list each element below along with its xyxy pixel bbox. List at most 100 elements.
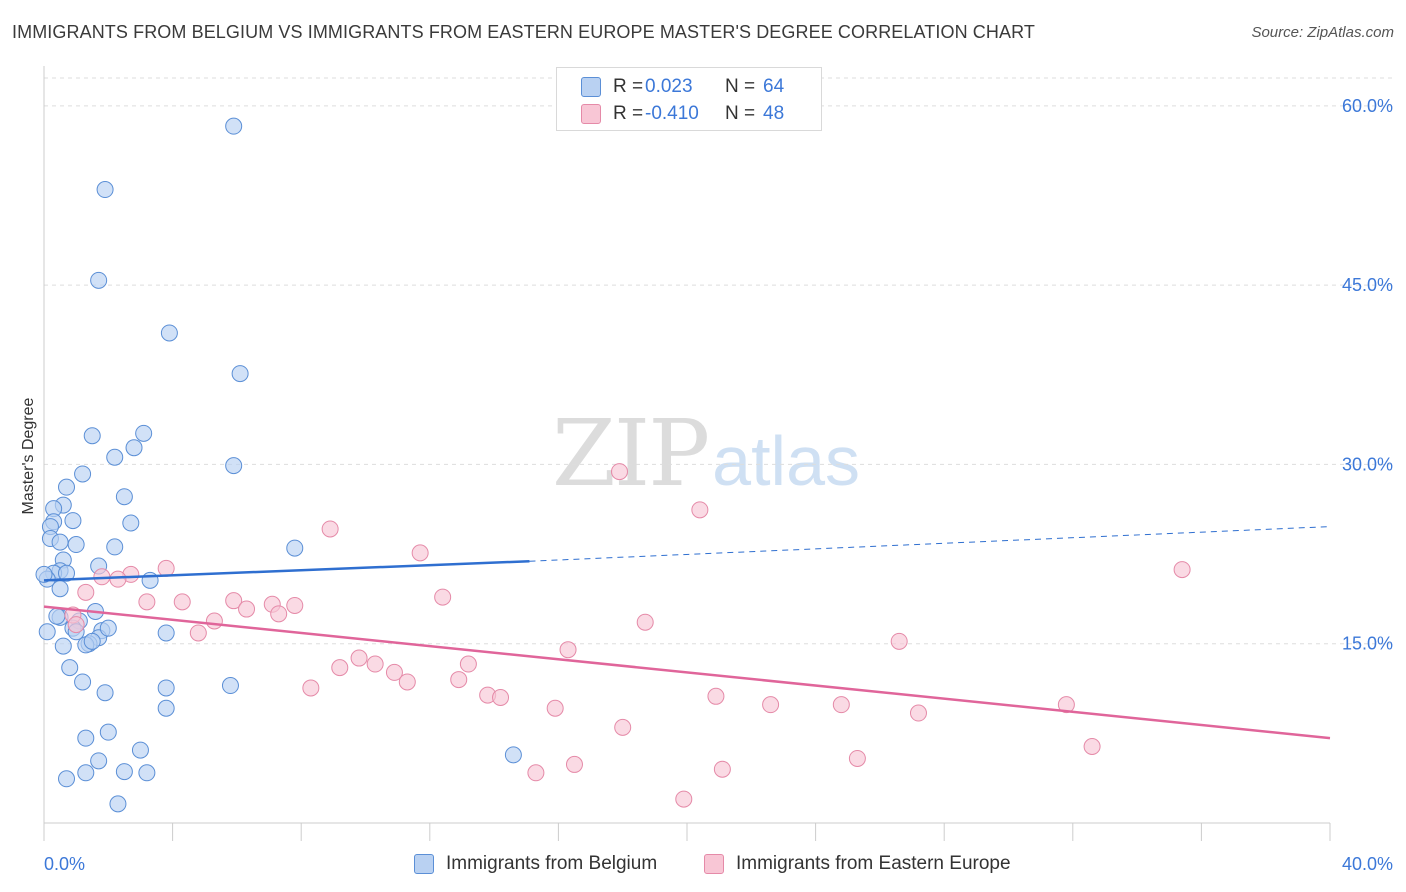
- eastern-europe-point: [398, 673, 416, 691]
- eastern-europe-point: [157, 559, 175, 577]
- belgium-point: [48, 607, 66, 625]
- belgium-point: [109, 795, 127, 813]
- legend-r-label: R =: [613, 103, 644, 124]
- belgium-point: [115, 763, 133, 781]
- belgium-point: [58, 770, 76, 788]
- belgium-point: [38, 623, 56, 641]
- eastern-europe-point: [610, 463, 628, 481]
- watermark-atlas: atlas: [712, 422, 861, 500]
- belgium-trend-line-extension: [529, 526, 1331, 562]
- legend-swatch-belgium: [581, 77, 601, 97]
- eastern-europe-point: [1083, 738, 1101, 756]
- belgium-point: [58, 478, 76, 496]
- bottom-legend-label-belgium: Immigrants from Belgium: [446, 853, 658, 874]
- eastern-europe-point: [909, 704, 927, 722]
- belgium-point: [99, 723, 117, 741]
- belgium-point: [115, 488, 133, 506]
- legend-swatch-eastern-europe: [581, 104, 601, 124]
- eastern-europe-point: [366, 655, 384, 673]
- eastern-europe-point: [270, 605, 288, 623]
- belgium-point: [157, 679, 175, 697]
- eastern-europe-point: [286, 596, 304, 614]
- eastern-europe-point: [713, 760, 731, 778]
- belgium-point: [96, 684, 114, 702]
- belgium-point: [160, 324, 178, 342]
- eastern-europe-point: [762, 696, 780, 714]
- trend-lines: [43, 526, 1331, 740]
- eastern-europe-point: [138, 593, 156, 611]
- eastern-europe-point: [321, 520, 339, 538]
- legend-row-eastern-europe: R = -0.410 N = 48: [581, 102, 784, 126]
- eastern-europe-point: [205, 612, 223, 630]
- eastern-europe-trend-line: [43, 605, 1331, 740]
- belgium-point: [61, 659, 79, 677]
- x-tick-label-max: 40.0%: [1342, 854, 1393, 874]
- legend-n-label: N =: [725, 103, 756, 124]
- eastern-europe-point: [832, 696, 850, 714]
- belgium-point: [157, 699, 175, 717]
- legend: R = 0.023 N = 64 R = -0.410 N = 48: [556, 67, 822, 131]
- legend-r-value: -0.410: [645, 103, 699, 124]
- belgium-point: [122, 514, 140, 532]
- belgium-point: [231, 365, 249, 383]
- eastern-europe-point: [67, 616, 85, 634]
- eastern-europe-point: [527, 764, 545, 782]
- belgium-point: [51, 580, 69, 598]
- belgium-point: [135, 424, 153, 442]
- chart-title: IMMIGRANTS FROM BELGIUM VS IMMIGRANTS FR…: [12, 22, 1035, 42]
- legend-r-label: R =: [613, 76, 644, 97]
- eastern-europe-point: [492, 689, 510, 706]
- source-label: Source: ZipAtlas.com: [1251, 24, 1394, 41]
- axes: [43, 66, 1331, 841]
- belgium-point: [96, 181, 114, 199]
- watermark-zip: ZIP: [552, 400, 710, 507]
- eastern-europe-point: [109, 570, 127, 588]
- belgium-point: [54, 637, 72, 655]
- belgium-point: [125, 439, 143, 457]
- belgium-point: [131, 741, 149, 759]
- y-tick-label: 60.0%: [1342, 96, 1393, 116]
- eastern-europe-point: [77, 583, 95, 601]
- eastern-europe-point: [848, 749, 866, 767]
- eastern-europe-point: [1173, 561, 1191, 579]
- eastern-europe-point: [707, 687, 725, 705]
- axis-labels: 15.0% 30.0% 45.0% 60.0% 0.0% 40.0% Master's De…: [20, 96, 1393, 874]
- eastern-europe-point: [559, 641, 577, 659]
- eastern-europe-point: [565, 755, 583, 773]
- eastern-europe-point: [890, 632, 908, 650]
- belgium-point: [138, 764, 156, 782]
- belgium-point: [35, 565, 53, 583]
- belgium-point: [64, 512, 82, 530]
- belgium-point: [77, 729, 95, 747]
- eastern-europe-point: [189, 624, 207, 642]
- data-points: [35, 117, 1191, 813]
- eastern-europe-point: [350, 649, 368, 667]
- belgium-point: [225, 457, 243, 475]
- belgium-point: [106, 538, 124, 556]
- belgium-point: [286, 539, 304, 557]
- bottom-legend-eastern-europe: Immigrants from Eastern Europe: [704, 852, 1011, 876]
- eastern-europe-point: [675, 790, 693, 808]
- eastern-europe-point: [434, 588, 452, 606]
- belgium-point: [77, 764, 95, 782]
- belgium-point: [74, 465, 92, 483]
- eastern-europe-point: [614, 718, 632, 736]
- belgium-point: [58, 564, 76, 582]
- eastern-europe-point: [1057, 696, 1075, 714]
- legend-row-belgium: R = 0.023 N = 64: [581, 75, 784, 99]
- bottom-legend-label-eastern-europe: Immigrants from Eastern Europe: [736, 853, 1011, 874]
- eastern-europe-point: [691, 501, 709, 519]
- eastern-europe-point: [636, 613, 654, 631]
- belgium-point: [83, 632, 101, 650]
- belgium-point: [225, 117, 243, 135]
- bottom-legend-swatch-belgium: [414, 854, 434, 874]
- belgium-point: [504, 746, 522, 764]
- bottom-legend-swatch-eastern-europe: [704, 854, 724, 874]
- eastern-europe-point: [331, 659, 349, 677]
- legend-n-label: N =: [725, 76, 756, 97]
- eastern-europe-point: [225, 592, 243, 610]
- belgium-point: [106, 448, 124, 466]
- belgium-point: [74, 673, 92, 691]
- belgium-point: [221, 677, 239, 695]
